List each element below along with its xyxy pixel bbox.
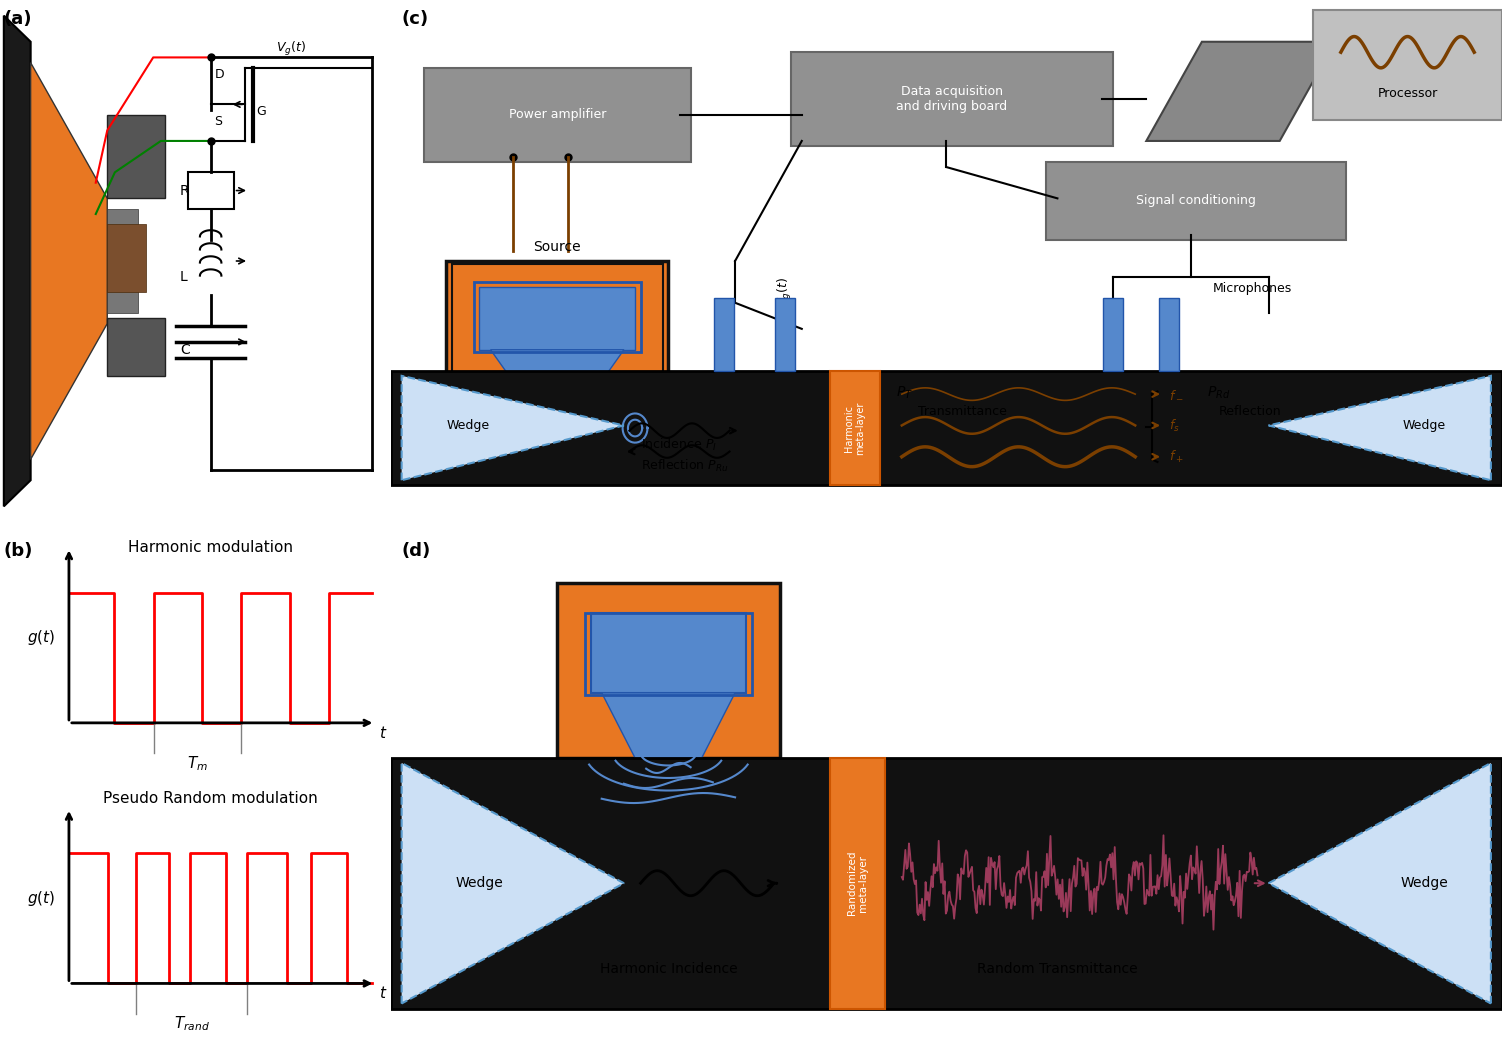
Text: Reflection $P_{Ru}$: Reflection $P_{Ru}$ [641, 458, 728, 474]
FancyBboxPatch shape [107, 115, 165, 198]
Text: Data acquisition
and driving board: Data acquisition and driving board [897, 86, 1008, 113]
Text: G: G [257, 104, 266, 118]
FancyBboxPatch shape [713, 298, 734, 371]
FancyBboxPatch shape [1313, 10, 1502, 120]
Text: $V_g(t)$: $V_g(t)$ [276, 41, 306, 58]
FancyBboxPatch shape [829, 371, 880, 485]
Polygon shape [30, 63, 107, 459]
FancyBboxPatch shape [775, 298, 795, 371]
Text: Harmonic
meta-layer: Harmonic meta-layer [844, 401, 865, 455]
Text: Random Transmittance: Random Transmittance [978, 963, 1137, 976]
FancyBboxPatch shape [107, 318, 165, 376]
FancyBboxPatch shape [452, 264, 662, 395]
Text: Reflection: Reflection [1218, 405, 1281, 418]
FancyBboxPatch shape [424, 68, 691, 162]
Text: $P_T$: $P_T$ [897, 385, 913, 401]
Text: Wedge: Wedge [1400, 876, 1448, 891]
Text: Power amplifier: Power amplifier [509, 109, 605, 121]
Text: Pseudo Random modulation: Pseudo Random modulation [104, 791, 318, 806]
FancyBboxPatch shape [391, 371, 1502, 485]
FancyBboxPatch shape [1047, 162, 1346, 240]
FancyBboxPatch shape [391, 758, 1502, 1009]
Text: C: C [180, 342, 189, 357]
Text: $f_-$: $f_-$ [1169, 388, 1184, 401]
FancyBboxPatch shape [479, 287, 635, 350]
Text: $g(t)$: $g(t)$ [27, 628, 56, 647]
Polygon shape [5, 16, 30, 506]
Text: $f_s$: $f_s$ [1169, 418, 1179, 433]
Polygon shape [1269, 376, 1491, 480]
FancyBboxPatch shape [790, 52, 1113, 146]
Text: $P_{Rd}$: $P_{Rd}$ [1208, 385, 1230, 401]
Text: Harmonic modulation: Harmonic modulation [128, 541, 293, 555]
Text: $T_m$: $T_m$ [188, 754, 207, 773]
Text: $t$: $t$ [379, 986, 388, 1001]
Text: D: D [215, 68, 224, 81]
Polygon shape [491, 350, 623, 397]
FancyBboxPatch shape [829, 758, 885, 1009]
Text: R: R [180, 184, 189, 197]
Text: $g(t)$: $g(t)$ [27, 888, 56, 907]
Polygon shape [401, 763, 623, 1003]
FancyBboxPatch shape [1102, 298, 1123, 371]
FancyBboxPatch shape [590, 613, 746, 693]
Polygon shape [1269, 763, 1491, 1003]
Text: Wedge: Wedge [455, 876, 503, 891]
Text: Source: Source [533, 239, 581, 254]
Text: $V_g(t)$: $V_g(t)$ [777, 278, 795, 307]
Text: L: L [180, 269, 188, 284]
FancyBboxPatch shape [557, 583, 780, 758]
Text: $f_+$: $f_+$ [1169, 449, 1184, 465]
Text: $T_{rand}$: $T_{rand}$ [174, 1015, 209, 1034]
Text: (d): (d) [401, 543, 431, 561]
Text: (c): (c) [401, 10, 428, 28]
Text: Incidence $P_I$: Incidence $P_I$ [641, 437, 716, 453]
Text: (b): (b) [5, 543, 33, 561]
FancyBboxPatch shape [107, 224, 146, 292]
Text: Signal conditioning: Signal conditioning [1137, 194, 1256, 208]
Text: $t$: $t$ [379, 725, 388, 741]
FancyBboxPatch shape [446, 261, 668, 397]
Polygon shape [602, 693, 734, 758]
FancyBboxPatch shape [188, 172, 234, 209]
Polygon shape [1146, 42, 1335, 141]
Text: Microphones: Microphones [1214, 282, 1292, 295]
Text: Processor: Processor [1377, 88, 1437, 100]
Polygon shape [401, 376, 623, 480]
FancyBboxPatch shape [107, 209, 138, 313]
Text: Harmonic Incidence: Harmonic Incidence [599, 963, 737, 976]
FancyBboxPatch shape [1158, 298, 1179, 371]
Text: Wedge: Wedge [1403, 419, 1446, 432]
Text: S: S [215, 115, 222, 128]
Text: Randomized
meta-layer: Randomized meta-layer [847, 851, 868, 916]
Text: Wedge: Wedge [446, 419, 490, 432]
Text: Transmittance: Transmittance [919, 405, 1008, 418]
Text: (a): (a) [5, 10, 33, 28]
